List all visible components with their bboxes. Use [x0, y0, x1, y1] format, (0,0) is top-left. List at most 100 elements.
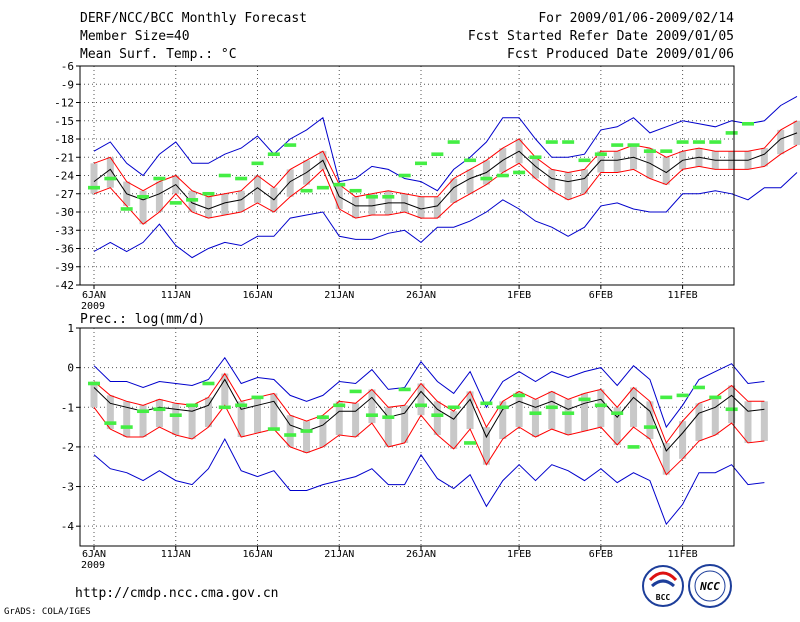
observed-marker: [578, 158, 591, 163]
spread-box: [90, 163, 98, 194]
x-tick-label: 11FEB: [668, 290, 698, 301]
observed-marker: [398, 387, 411, 392]
x-tick-label: 21JAN: [324, 549, 354, 560]
spread-box: [711, 397, 719, 436]
spread-box: [613, 407, 621, 445]
spread-box: [564, 399, 572, 436]
x-tick-label: 16JAN: [242, 290, 272, 301]
observed-marker: [529, 155, 542, 160]
x-tick-label: 11JAN: [161, 549, 191, 560]
spread-box: [139, 405, 147, 437]
observed-marker: [594, 403, 607, 408]
spread-box: [286, 169, 294, 197]
spread-box: [679, 421, 687, 459]
observed-marker: [382, 415, 395, 419]
source-url[interactable]: http://cmdp.ncc.cma.gov.cn: [75, 586, 279, 601]
observed-marker: [235, 403, 248, 408]
observed-marker: [562, 140, 575, 144]
observed-marker: [382, 194, 395, 199]
observed-marker: [169, 413, 182, 417]
observed-marker: [333, 182, 346, 187]
observed-marker: [709, 140, 722, 144]
observed-marker: [447, 140, 460, 144]
observed-marker: [284, 143, 297, 147]
spread-box: [303, 421, 311, 453]
observed-marker: [480, 176, 493, 181]
y-tick-label: -9: [61, 78, 74, 91]
observed-marker: [349, 389, 362, 394]
observed-marker: [218, 173, 231, 178]
ncc-logo-text: NCC: [699, 580, 720, 593]
spread-box: [760, 401, 768, 441]
spread-box: [417, 196, 425, 219]
spread-box: [662, 442, 670, 475]
spread-box: [254, 175, 261, 203]
temperature-panel: -6 -9 -12 -15 -18 -21 -24 -27 -30 -33 -36 -39 -42 6JA…: [54, 60, 800, 312]
y-tick-label: -18: [54, 133, 74, 146]
spread-box: [548, 391, 556, 430]
series-line-max: [93, 95, 798, 192]
spread-box: [613, 151, 621, 173]
member-size-label: Member Size=40: [80, 29, 190, 44]
x-tick-label: 26JAN: [406, 290, 436, 301]
spread-box: [744, 401, 752, 443]
observed-marker: [415, 161, 427, 166]
y-tick-label: -39: [54, 261, 74, 274]
observed-marker: [300, 188, 313, 193]
y-tick-label: 0: [67, 362, 74, 375]
plot-frame: [79, 327, 735, 547]
spread-box: [237, 401, 245, 437]
ncc-logo-inner-ring: [694, 570, 726, 602]
y-tick-label: -1: [61, 401, 74, 414]
spread-box: [352, 403, 360, 437]
y-tick-label: -2: [61, 441, 74, 454]
spread-box: [368, 389, 376, 424]
observed-marker: [447, 405, 460, 410]
spread-box: [728, 385, 736, 424]
spread-box: [90, 381, 98, 408]
spread-box: [123, 401, 131, 437]
spread-box: [531, 157, 539, 179]
observed-marker: [120, 425, 133, 429]
spread-box: [204, 196, 212, 219]
spread-box: [499, 401, 507, 439]
observed-marker: [251, 395, 264, 400]
observed-marker: [365, 194, 378, 199]
spread-box: [597, 389, 605, 428]
observed-marker: [300, 429, 313, 433]
observed-marker: [692, 140, 705, 144]
observed-marker: [186, 403, 199, 408]
observed-marker: [137, 194, 150, 199]
observed-marker: [202, 381, 215, 386]
y-tick-label: -21: [54, 151, 74, 164]
series-line-max: [93, 356, 765, 429]
observed-marker: [267, 427, 280, 431]
x-tick-label: 21JAN: [324, 290, 354, 301]
x-tick-label: 11FEB: [668, 549, 698, 560]
forecast-started-date: Fcst Started Refer Date 2009/01/05: [468, 29, 734, 44]
x-tick-label: 6JAN: [82, 549, 106, 560]
observed-marker: [594, 152, 607, 157]
y-tick-label: -15: [54, 115, 74, 128]
y-tick-label: -27: [54, 188, 74, 201]
observed-marker: [545, 140, 558, 144]
observed-marker: [545, 405, 558, 410]
observed-marker: [398, 173, 411, 178]
spread-box: [515, 391, 523, 428]
spread-box: [286, 415, 294, 447]
spread-box: [335, 401, 343, 436]
observed-marker: [169, 201, 182, 205]
y-tick-label: 1: [67, 322, 74, 335]
spread-box: [417, 383, 425, 416]
spread-box: [221, 373, 229, 406]
observed-marker: [578, 397, 591, 402]
observed-marker: [480, 401, 493, 406]
observed-marker: [643, 425, 656, 429]
observed-marker: [349, 188, 362, 193]
y-tick-label: -3: [61, 481, 74, 494]
observed-marker: [431, 152, 444, 157]
spread-box: [139, 190, 147, 225]
x-tick-label: 16JAN: [242, 549, 272, 560]
observed-marker: [676, 140, 689, 144]
